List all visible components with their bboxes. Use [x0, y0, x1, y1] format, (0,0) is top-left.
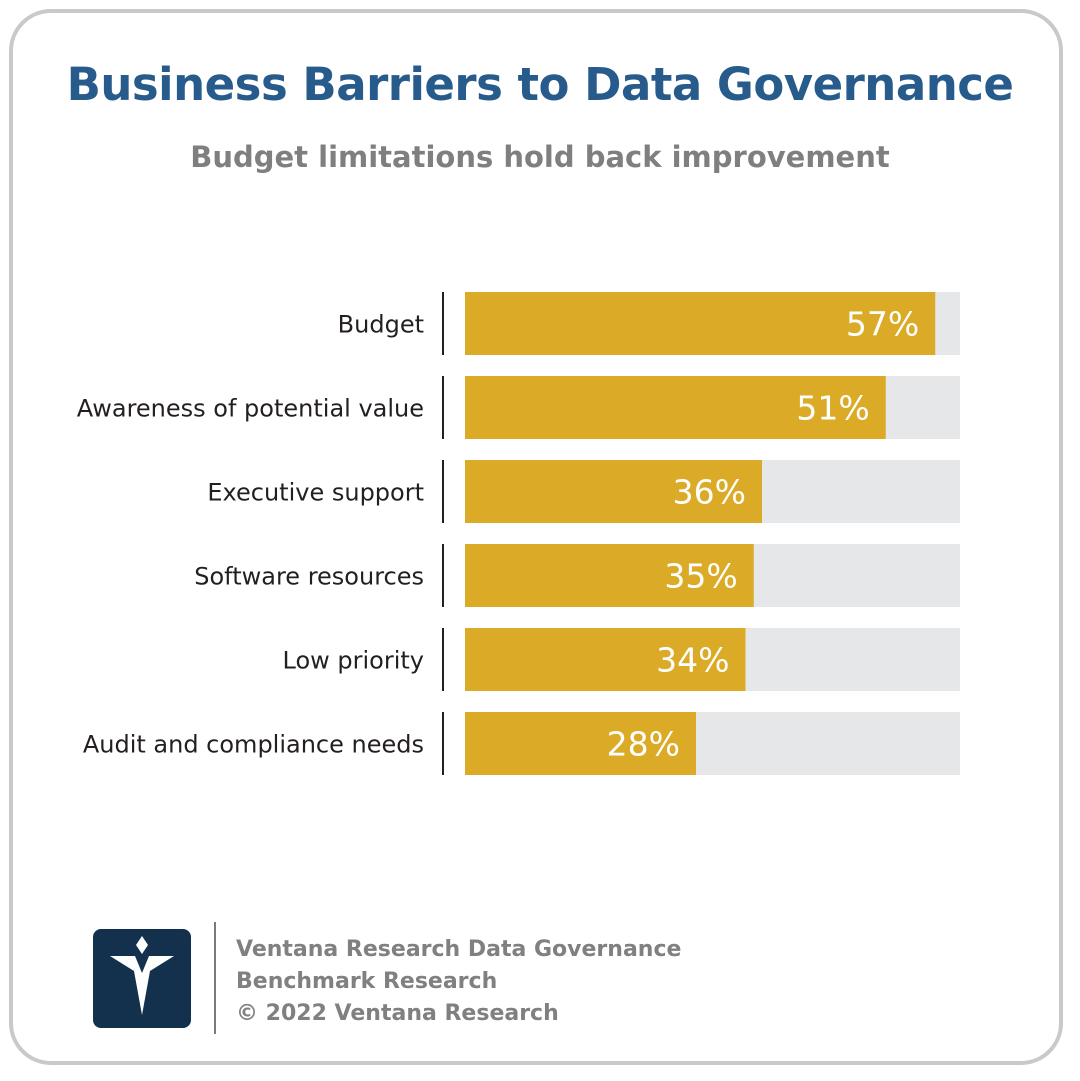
- footer-divider: [214, 922, 216, 1034]
- footer-line-1: Ventana Research Data Governance: [236, 937, 682, 962]
- category-label: Budget: [338, 311, 424, 339]
- bar: [465, 544, 754, 607]
- footer-line-3: © 2022 Ventana Research: [236, 1001, 559, 1026]
- ventana-logo: [93, 929, 191, 1028]
- bar: [465, 292, 936, 355]
- chart-title: Business Barriers to Data Governance: [66, 58, 1014, 111]
- value-label: 57%: [846, 305, 919, 344]
- category-label: Executive support: [207, 479, 424, 507]
- footer-credits: Ventana Research Data Governance Benchma…: [236, 934, 681, 1030]
- ventana-v-logo-icon: [110, 936, 174, 1015]
- bar: [465, 376, 886, 439]
- value-label: 36%: [673, 473, 746, 512]
- category-label: Low priority: [283, 647, 425, 675]
- category-label: Awareness of potential value: [77, 395, 424, 423]
- bar: [465, 628, 746, 691]
- footer-line-2: Benchmark Research: [236, 969, 498, 994]
- bar: [465, 460, 762, 523]
- category-label: Audit and compliance needs: [83, 731, 424, 759]
- value-label: 28%: [607, 725, 680, 764]
- chart-frame: [9, 9, 1063, 1065]
- bar: [465, 712, 696, 775]
- chart-subtitle: Budget limitations hold back improvement: [190, 140, 890, 174]
- value-label: 51%: [796, 389, 869, 428]
- category-label: Software resources: [194, 563, 424, 591]
- value-label: 34%: [656, 641, 729, 680]
- value-label: 35%: [664, 557, 737, 596]
